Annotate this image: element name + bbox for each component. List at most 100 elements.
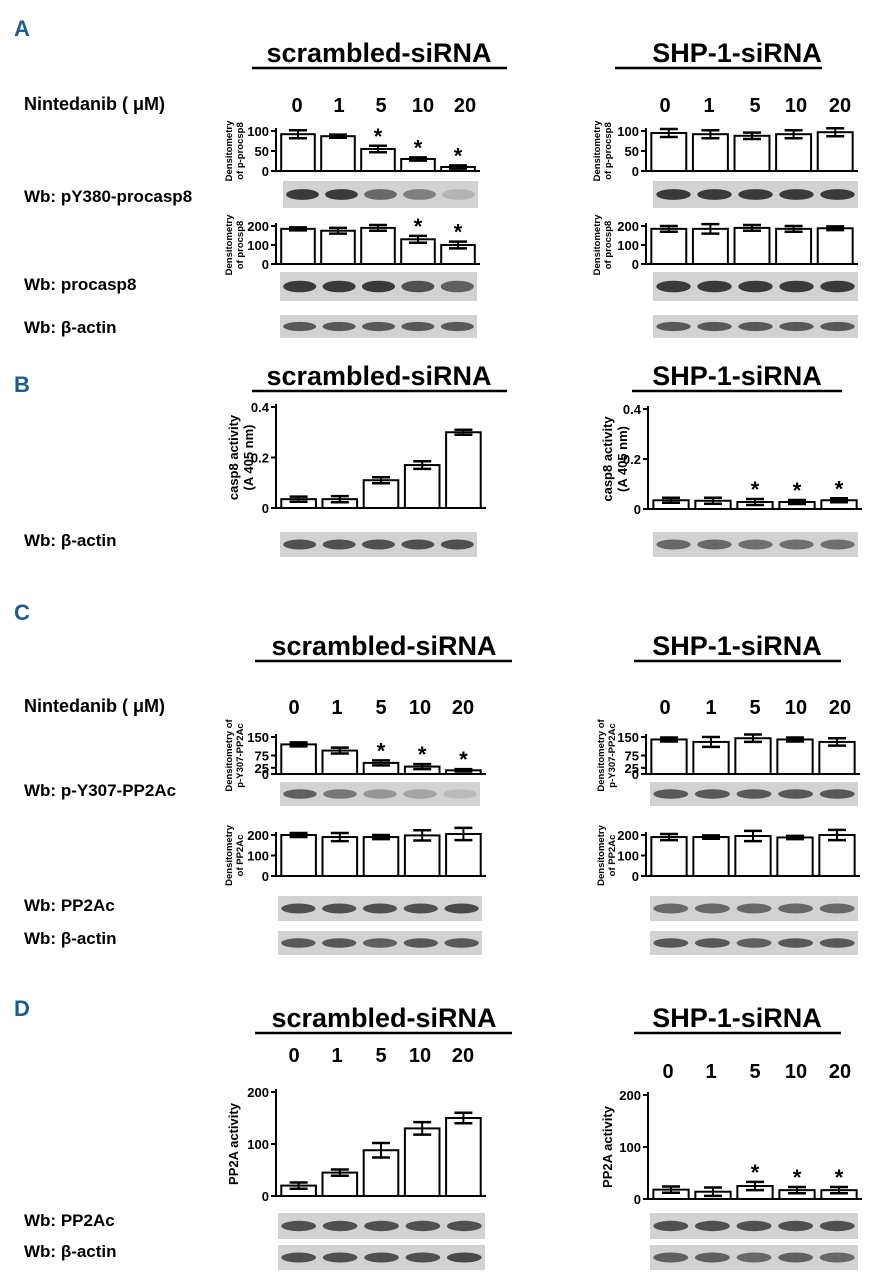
title-right-b: SHP-1-siRNA [652, 361, 822, 391]
bar [650, 132, 688, 172]
bar [734, 737, 772, 776]
blot-strip [650, 782, 858, 806]
y-label-line: PP2A activity [600, 1105, 615, 1188]
y-tick-label: 100 [617, 124, 639, 139]
significance-mark: * [835, 476, 844, 501]
blot-label-py380: Wb: pY380-procasp8 [24, 187, 192, 206]
y-tick-label: 200 [247, 1085, 269, 1100]
dose-value: 1 [333, 95, 344, 117]
blot-band [364, 189, 397, 200]
blot-band [819, 938, 855, 948]
dose-value: 20 [829, 697, 851, 719]
blot-strip [278, 931, 482, 955]
dose-value: 0 [288, 697, 299, 719]
y-label-line: of procsp8 [235, 221, 246, 270]
chart-A2-right: 200 100 0 Densitometry of procsp8 [592, 214, 858, 275]
y-tick-label: 100 [247, 849, 269, 864]
y-label-line: casp8 activity [226, 414, 241, 500]
y-label-line: of PP2Ac [607, 835, 618, 877]
blot-band [656, 321, 691, 332]
y-tick-label: 0 [262, 164, 269, 179]
blot-band [653, 903, 689, 914]
y-label-line: Densitometry [224, 214, 235, 275]
blot-label-py307: Wb: p-Y307-PP2Ac [24, 781, 176, 800]
significance-mark: * [751, 1160, 760, 1185]
blot-band [322, 903, 357, 914]
y-label-line: of p-procsp8 [235, 122, 246, 180]
bar [445, 431, 482, 509]
blot-band [653, 789, 689, 799]
blot-band [736, 789, 772, 799]
bar [650, 836, 688, 877]
title-left-d: scrambled-siRNA [271, 1003, 496, 1033]
blot-band [281, 1252, 317, 1263]
y-label-line: Densitometry [224, 120, 235, 181]
blot-band [779, 321, 814, 332]
panel-letter-d: D [14, 996, 30, 1021]
dose-value: 10 [409, 697, 431, 719]
y-tick-label: 0.4 [623, 402, 642, 417]
blot-band [820, 321, 855, 332]
dose-value: 0 [288, 1045, 299, 1067]
y-tick-label: 150 [617, 730, 639, 745]
chart-C2-right: 200 100 0 Densitometry of PP2Ac [596, 824, 860, 886]
bar [733, 226, 771, 265]
blot-band [697, 189, 732, 200]
blot-band [779, 189, 814, 200]
blot-band [363, 789, 397, 799]
bar [691, 133, 729, 172]
dose-value: 0 [291, 95, 302, 117]
bar [403, 464, 441, 510]
dose-value: 10 [785, 697, 807, 719]
blot-band [819, 1220, 855, 1232]
blot-band [361, 539, 396, 550]
significance-mark: * [454, 143, 463, 168]
dose-value: 10 [785, 95, 807, 117]
blot-strip [650, 1245, 858, 1270]
y-label-line: Densitometry of [596, 719, 607, 792]
blot-band [283, 321, 317, 332]
dose-value: 10 [409, 1045, 431, 1067]
y-tick-label: 0.2 [251, 451, 269, 466]
chart-D-right: 200 100 0 PP2A activity * * * [600, 1088, 862, 1207]
dose-value: 5 [749, 1061, 760, 1083]
blot-band [440, 539, 474, 550]
y-tick-label: 150 [247, 730, 269, 745]
bar [403, 834, 441, 877]
dose-value: 10 [412, 95, 434, 117]
y-label-line: Densitometry [592, 120, 603, 181]
blot-band [322, 280, 356, 293]
chart-A1-left: 100 50 0 Densitometry of p-procsp8 * * * [224, 120, 480, 181]
dose-value: 1 [705, 1061, 716, 1083]
blot-band [322, 1220, 358, 1232]
blot-band [403, 789, 437, 799]
blot-band [322, 539, 356, 550]
blot-strip [653, 272, 858, 301]
blot-band [778, 903, 814, 914]
y-tick-label: 200 [247, 828, 269, 843]
y-tick-label: 200 [619, 1088, 641, 1103]
y-tick-label: 0 [262, 869, 269, 884]
bar [445, 1117, 482, 1197]
dose-value: 20 [452, 1045, 474, 1067]
blot-band [820, 280, 855, 293]
blot-band [820, 539, 855, 550]
y-label-line: Densitometry [592, 214, 603, 275]
y-tick-label: 75 [625, 749, 639, 764]
y-axis-label: PP2A activity [600, 1105, 615, 1188]
bar [362, 479, 400, 510]
dose-value: 10 [785, 1061, 807, 1083]
blot-band [738, 321, 773, 332]
blot-strip [280, 315, 477, 338]
y-label-line: casp8 activity [600, 416, 615, 502]
bar [818, 740, 856, 776]
blot-band [401, 321, 435, 332]
blot-band [738, 280, 773, 293]
blot-band [653, 938, 689, 948]
title-right-a: SHP-1-siRNA [652, 38, 822, 68]
dose-value: 5 [375, 1045, 386, 1067]
blot-band [778, 938, 814, 948]
chart-D-left: 200 100 0 PP2A activity [226, 1085, 486, 1204]
western-blots [278, 181, 858, 1270]
y-tick-label: 25 [625, 761, 639, 776]
